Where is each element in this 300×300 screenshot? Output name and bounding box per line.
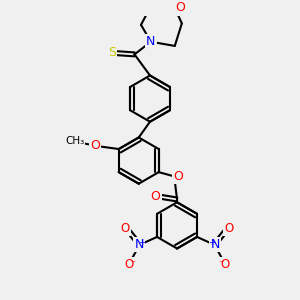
Text: O: O (176, 2, 185, 14)
Text: O: O (220, 258, 230, 271)
Text: O: O (151, 190, 160, 202)
Text: O: O (173, 170, 183, 183)
Text: +: + (208, 238, 216, 247)
Text: O: O (224, 222, 233, 235)
Text: ⁻: ⁻ (131, 259, 136, 269)
Text: N: N (210, 238, 220, 251)
Text: N: N (146, 35, 155, 48)
Text: +: + (138, 238, 146, 247)
Text: N: N (134, 238, 144, 251)
Text: O: O (90, 139, 100, 152)
Text: O: O (121, 222, 130, 235)
Text: ⁻: ⁻ (218, 259, 223, 269)
Text: S: S (108, 46, 116, 59)
Text: O: O (124, 258, 134, 271)
Text: CH₃: CH₃ (65, 136, 84, 146)
